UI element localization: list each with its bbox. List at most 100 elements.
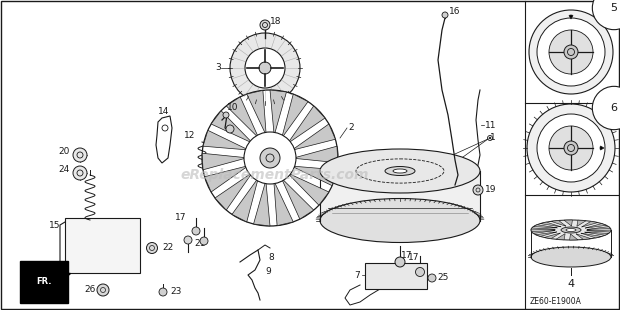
Text: 14: 14: [158, 108, 169, 117]
Polygon shape: [247, 91, 266, 132]
FancyBboxPatch shape: [65, 218, 140, 273]
Polygon shape: [576, 234, 591, 240]
Polygon shape: [570, 234, 578, 240]
Circle shape: [529, 10, 613, 94]
Text: 6: 6: [611, 103, 618, 113]
Circle shape: [202, 90, 338, 226]
Polygon shape: [211, 111, 250, 142]
Polygon shape: [290, 174, 329, 205]
Polygon shape: [587, 227, 611, 229]
Text: 20: 20: [59, 148, 70, 157]
Polygon shape: [283, 180, 314, 219]
Circle shape: [184, 236, 192, 244]
Ellipse shape: [320, 198, 480, 242]
Circle shape: [442, 12, 448, 18]
Polygon shape: [274, 184, 293, 226]
Circle shape: [564, 45, 578, 59]
Text: 3: 3: [215, 64, 221, 73]
Circle shape: [473, 185, 483, 195]
Polygon shape: [541, 222, 561, 227]
Circle shape: [537, 18, 605, 86]
Polygon shape: [536, 232, 557, 237]
Polygon shape: [215, 174, 250, 210]
Circle shape: [159, 288, 167, 296]
Text: 2: 2: [348, 123, 353, 132]
Text: 15: 15: [48, 220, 60, 229]
Circle shape: [549, 126, 593, 170]
Polygon shape: [202, 153, 244, 170]
Text: 12: 12: [184, 131, 195, 140]
Ellipse shape: [531, 220, 611, 240]
Circle shape: [97, 284, 109, 296]
Text: eReplacementParts.com: eReplacementParts.com: [181, 168, 370, 182]
Polygon shape: [205, 166, 246, 192]
Circle shape: [230, 33, 300, 103]
Text: 17: 17: [174, 214, 186, 223]
FancyBboxPatch shape: [365, 263, 427, 289]
Circle shape: [564, 141, 578, 155]
Text: 7: 7: [354, 271, 360, 280]
Text: FR.: FR.: [36, 277, 51, 286]
Text: 24: 24: [59, 166, 70, 175]
Polygon shape: [254, 184, 270, 226]
Circle shape: [200, 237, 208, 245]
Polygon shape: [587, 230, 611, 232]
Text: 21: 21: [194, 238, 205, 247]
Text: 23: 23: [170, 287, 182, 296]
Text: 13: 13: [68, 220, 80, 229]
Circle shape: [223, 112, 229, 118]
Circle shape: [260, 148, 280, 168]
Ellipse shape: [531, 247, 611, 267]
Circle shape: [244, 132, 296, 184]
Circle shape: [245, 48, 285, 88]
Polygon shape: [296, 146, 338, 163]
Circle shape: [192, 227, 200, 235]
Circle shape: [395, 257, 405, 267]
Ellipse shape: [320, 149, 480, 193]
Polygon shape: [290, 106, 325, 142]
Circle shape: [73, 148, 87, 162]
Polygon shape: [581, 233, 601, 238]
Circle shape: [73, 166, 87, 180]
Ellipse shape: [561, 227, 581, 233]
Polygon shape: [320, 171, 480, 220]
Polygon shape: [531, 228, 556, 230]
Polygon shape: [564, 220, 572, 226]
Circle shape: [537, 114, 605, 182]
Polygon shape: [556, 234, 565, 240]
Circle shape: [428, 274, 436, 282]
Ellipse shape: [566, 228, 576, 232]
Text: 11: 11: [485, 121, 497, 130]
Wedge shape: [600, 146, 604, 150]
Text: 4: 4: [567, 279, 575, 289]
Circle shape: [415, 268, 425, 277]
Circle shape: [549, 30, 593, 74]
Polygon shape: [582, 221, 598, 227]
Text: 10: 10: [227, 104, 239, 113]
Polygon shape: [585, 224, 606, 228]
Polygon shape: [232, 180, 257, 222]
Polygon shape: [585, 232, 609, 235]
Circle shape: [527, 104, 615, 192]
Polygon shape: [294, 166, 337, 186]
Text: 9: 9: [265, 268, 271, 277]
Circle shape: [259, 62, 271, 74]
Polygon shape: [283, 94, 308, 136]
Circle shape: [226, 125, 234, 133]
Circle shape: [260, 20, 270, 30]
Text: 17: 17: [401, 251, 412, 260]
Ellipse shape: [393, 169, 407, 173]
Text: 26: 26: [84, 286, 96, 294]
Text: 8: 8: [268, 254, 274, 263]
Text: 18: 18: [270, 17, 281, 26]
Text: 1: 1: [490, 134, 496, 143]
Circle shape: [146, 242, 157, 254]
Text: 17: 17: [408, 254, 420, 263]
Polygon shape: [533, 225, 557, 228]
Polygon shape: [203, 130, 246, 150]
Polygon shape: [531, 231, 555, 233]
Text: 19: 19: [485, 185, 497, 194]
Circle shape: [489, 137, 491, 139]
Text: 22: 22: [162, 243, 173, 253]
Polygon shape: [270, 90, 286, 132]
